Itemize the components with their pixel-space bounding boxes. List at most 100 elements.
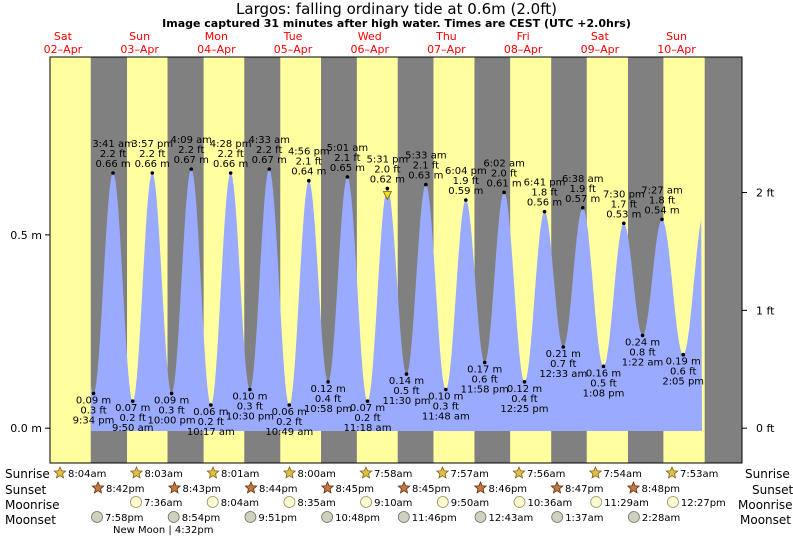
y-left-tick-label: 0.0 m	[10, 422, 42, 435]
sunrise-time: 8:00am	[298, 469, 336, 480]
low-tide-label: 9:50 am	[112, 423, 154, 434]
low-tide-label: 1:22 am	[622, 357, 664, 368]
day-name-label: Tue	[283, 30, 303, 43]
high-tide-point	[580, 206, 585, 210]
sunrise-time: 8:04am	[68, 469, 106, 480]
moonset-time: 2:28am	[642, 513, 680, 524]
high-tide-label: 2.1 ft	[296, 157, 322, 168]
low-tide-label: 0.2 ft	[354, 413, 380, 424]
sunrise-icon	[435, 465, 450, 479]
high-tide-label: 1.7 ft	[611, 199, 637, 210]
high-tide-label: 6:41 pm	[524, 178, 566, 189]
low-tide-label: 10:30 pm	[226, 412, 274, 423]
low-tide-label: 0.3 ft	[80, 405, 106, 416]
high-tide-label: 5:01 am	[327, 143, 369, 154]
high-tide-label: 0.66 m	[213, 159, 248, 170]
y-right-tick-label: 2 ft	[756, 186, 775, 199]
current-time-marker	[382, 191, 393, 201]
sunrise-icon	[53, 465, 67, 479]
moonset-row-label-right: Moonset	[740, 513, 791, 527]
sunrise-time: 8:01am	[221, 469, 259, 480]
sunset-icon	[397, 480, 411, 494]
low-tide-label: 11:48 am	[422, 412, 470, 423]
day-date-label: 02–Apr	[44, 43, 83, 56]
low-tide-label: 0.12 m	[507, 384, 542, 395]
day-date-label: 03–Apr	[120, 43, 159, 56]
low-tide-point	[522, 380, 527, 384]
moonset-time: 8:54pm	[182, 513, 221, 524]
day-date-label: 07–Apr	[427, 43, 466, 56]
high-tide-label: 2.2 ft	[139, 149, 165, 160]
high-tide-label: 2.0 ft	[491, 168, 517, 179]
sunset-time: 8:42pm	[106, 484, 145, 495]
chart-title: Largos: falling ordinary tide at 0.6m (2…	[236, 0, 557, 18]
high-tide-label: 1.8 ft	[649, 195, 675, 206]
low-tide-label: 10:00 pm	[148, 415, 196, 426]
high-tide-label: 0.63 m	[408, 171, 443, 182]
sunrise-icon	[129, 465, 144, 479]
high-tide-label: 0.67 m	[252, 155, 287, 166]
day-date-label: 09–Apr	[581, 43, 620, 56]
sunset-time: 8:43pm	[183, 484, 222, 495]
sunset-row-label-right: Sunset	[752, 483, 793, 497]
moonrise-icon	[513, 496, 526, 508]
low-tide-label: 0.6 ft	[472, 374, 498, 385]
high-tide-label: 5:33 am	[405, 151, 447, 162]
moonset-icon	[167, 511, 180, 523]
low-tide-point	[326, 380, 330, 384]
moonset-icon	[244, 511, 257, 523]
day-name-label: Sun	[129, 30, 150, 43]
low-tide-label: 0.3 ft	[158, 405, 184, 416]
high-tide-label: 0.61 m	[486, 178, 521, 189]
low-tide-point	[601, 364, 606, 369]
high-tide-label: 2.2 ft	[178, 145, 204, 156]
low-tide-point	[365, 399, 370, 403]
low-tide-label: 0.8 ft	[629, 347, 655, 358]
low-tide-point	[681, 352, 686, 357]
day-name-label: Sat	[591, 30, 610, 43]
low-tide-label: 0.6 ft	[670, 367, 696, 378]
high-tide-point	[464, 198, 468, 202]
high-tide-label: 1.9 ft	[570, 184, 596, 195]
sunset-icon	[320, 480, 335, 494]
high-tide-label: 0.65 m	[330, 163, 365, 174]
high-tide-point	[385, 186, 390, 191]
new-moon-label: New Moon | 4:32pm	[113, 525, 213, 536]
moonrise-icon	[436, 496, 449, 508]
high-tide-label: 0.56 m	[527, 198, 562, 209]
high-tide-label: 2.0 ft	[374, 164, 400, 175]
sunset-icon	[91, 480, 105, 494]
high-tide-label: 2.2 ft	[100, 149, 126, 160]
high-tide-point	[622, 221, 626, 226]
moonset-icon	[474, 511, 487, 523]
low-tide-label: 10:58 pm	[304, 404, 352, 415]
y-right-tick-label: 0 ft	[756, 422, 775, 435]
low-tide-point	[130, 399, 135, 403]
low-tide-label: 10:17 am	[187, 427, 235, 438]
moonrise-row-label-right: Moonrise	[738, 498, 793, 512]
moonrise-time: 11:29am	[604, 498, 649, 509]
day-name-label: Sat	[54, 30, 73, 43]
low-tide-label: 0.3 ft	[433, 402, 459, 413]
sunset-time: 8:45pm	[412, 484, 451, 495]
low-tide-point	[248, 387, 252, 392]
low-tide-label: 0.10 m	[232, 392, 267, 403]
high-tide-point	[150, 171, 155, 175]
low-tide-point	[561, 345, 566, 349]
sunset-row-label-left: Sunset	[5, 483, 47, 497]
low-tide-label: 0.14 m	[389, 376, 424, 387]
low-tide-label: 0.07 m	[115, 403, 150, 414]
day-date-label: 06–Apr	[350, 43, 389, 56]
high-tide-label: 4:09 am	[171, 135, 213, 146]
low-tide-point	[209, 403, 213, 407]
low-tide-label: 0.09 m	[76, 395, 111, 406]
high-tide-label: 1.9 ft	[453, 176, 479, 187]
low-tide-label: 12:25 pm	[500, 404, 548, 415]
low-tide-label: 12:33 am	[539, 369, 587, 380]
moonrise-icon	[667, 496, 679, 508]
moonset-time: 10:48pm	[335, 513, 380, 524]
day-name-label: Mon	[205, 30, 228, 43]
high-tide-label: 6:02 am	[483, 158, 525, 169]
moonset-icon	[628, 511, 640, 523]
